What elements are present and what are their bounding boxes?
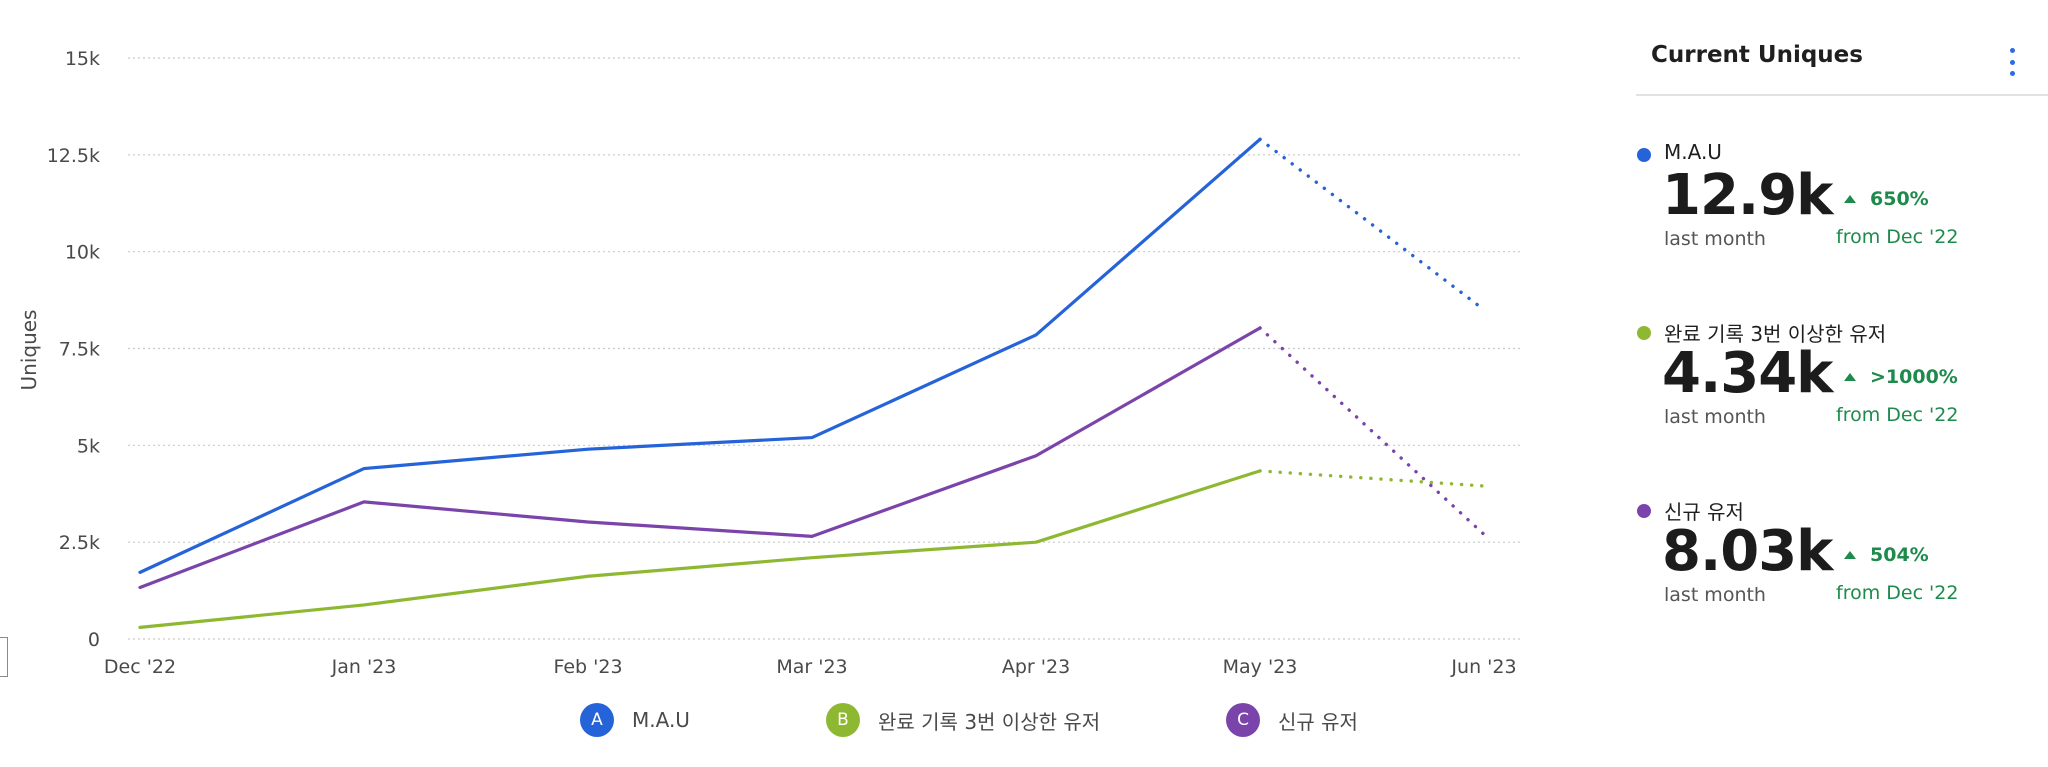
metric-period: last month — [1664, 584, 1766, 606]
y-tick-label: 12.5k — [47, 145, 100, 167]
x-tick-label: Jun '23 — [1450, 656, 1516, 678]
x-tick-label: May '23 — [1223, 656, 1298, 678]
legend-label-c: 신규 유저 — [1278, 709, 1358, 734]
x-tick-label: Feb '23 — [553, 656, 622, 678]
kebab-menu-icon[interactable] — [2006, 48, 2018, 76]
series-lines — [138, 137, 1486, 629]
metric-change-from: from Dec '22 — [1836, 582, 1959, 604]
panel-title: Current Uniques — [1651, 42, 1863, 68]
metric-change: 504% — [1844, 544, 1929, 566]
legend-item-b[interactable]: B 완료 기록 3번 이상한 유저 — [826, 700, 1100, 740]
series-projection-1 — [1258, 469, 1486, 488]
series-projection-0 — [1258, 137, 1486, 312]
legend-badge-a: A — [580, 703, 614, 737]
x-tick-label: Apr '23 — [1002, 656, 1070, 678]
metric-change-from: from Dec '22 — [1836, 226, 1959, 248]
line-chart: 0 2.5k 5k 7.5k 10k 12.5k 15k Dec '22 Jan '23 Feb… — [17, 48, 1520, 678]
legend-label-a: M.A.U — [632, 708, 690, 732]
y-axis-ticks: 0 2.5k 5k 7.5k 10k 12.5k 15k — [47, 48, 100, 651]
y-tick-label: 5k — [77, 435, 100, 457]
metric-change-value: 650% — [1870, 188, 1929, 210]
metric-completed-3plus: 완료 기록 3번 이상한 유저 4.34k last month >1000% … — [1636, 318, 2048, 468]
x-tick-label: Dec '22 — [104, 656, 176, 678]
metric-change-value: >1000% — [1870, 366, 1958, 388]
metric-change-value: 504% — [1870, 544, 1929, 566]
metric-name: 신규 유저 — [1664, 500, 1744, 524]
panel-header: Current Uniques — [1636, 30, 2048, 96]
x-tick-label: Mar '23 — [776, 656, 847, 678]
metric-change-from: from Dec '22 — [1836, 404, 1959, 426]
arrow-up-icon — [1844, 373, 1856, 381]
series-dot-icon — [1637, 148, 1651, 162]
metric-value: 4.34k — [1662, 341, 1833, 406]
y-tick-label: 0 — [88, 629, 100, 651]
legend-label-b: 완료 기록 3번 이상한 유저 — [878, 709, 1101, 734]
metric-period: last month — [1664, 228, 1766, 250]
legend-item-c[interactable]: C 신규 유저 — [1226, 700, 1358, 740]
grid-lines — [128, 57, 1520, 640]
metric-value: 8.03k — [1662, 519, 1833, 584]
series-dot-icon — [1637, 504, 1651, 518]
legend-badge-b: B — [826, 703, 860, 737]
y-axis-title: Uniques — [17, 310, 41, 391]
current-uniques-panel: Current Uniques M.A.U 12.9k last month 6… — [1636, 0, 2048, 767]
metric-period: last month — [1664, 406, 1766, 428]
series-projection-2 — [1258, 326, 1486, 537]
series-line-2 — [138, 326, 1262, 590]
metric-change: 650% — [1844, 188, 1929, 210]
scroll-handle[interactable] — [0, 637, 8, 677]
legend-badge-c: C — [1226, 703, 1260, 737]
y-tick-label: 15k — [65, 48, 100, 70]
y-tick-label: 7.5k — [59, 339, 100, 361]
metric-value: 12.9k — [1662, 163, 1833, 228]
metric-new-users: 신규 유저 8.03k last month 504% from Dec '22 — [1636, 496, 2048, 646]
metric-mau: M.A.U 12.9k last month 650% from Dec '22 — [1636, 140, 2048, 290]
metric-name: M.A.U — [1664, 140, 1722, 164]
x-tick-label: Jan '23 — [331, 656, 397, 678]
metric-change: >1000% — [1844, 366, 1958, 388]
arrow-up-icon — [1844, 195, 1856, 203]
series-line-1 — [138, 469, 1262, 629]
arrow-up-icon — [1844, 551, 1856, 559]
x-axis-ticks: Dec '22 Jan '23 Feb '23 Mar '23 Apr '23 May '… — [104, 656, 1517, 678]
series-dot-icon — [1637, 326, 1651, 340]
metric-name: 완료 기록 3번 이상한 유저 — [1664, 322, 1887, 346]
legend-item-a[interactable]: A M.A.U — [580, 700, 690, 740]
y-tick-label: 10k — [65, 242, 100, 264]
series-line-0 — [138, 137, 1262, 574]
y-tick-label: 2.5k — [59, 532, 100, 554]
